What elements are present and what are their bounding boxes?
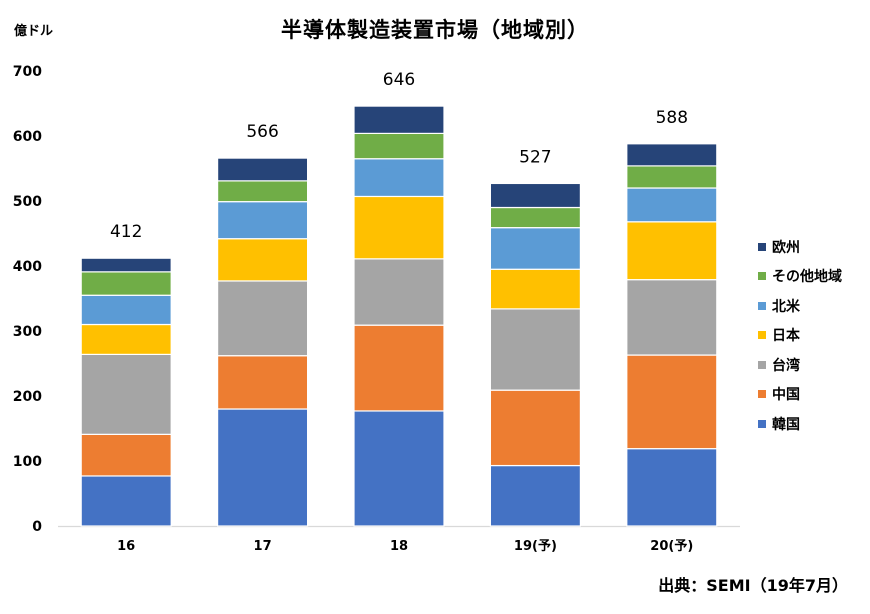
legend-swatch	[758, 390, 766, 399]
legend-label: その他地域	[772, 269, 842, 286]
bar-segment	[80, 475, 172, 527]
legend-item: その他地域	[758, 262, 842, 292]
bar-segment	[489, 308, 581, 391]
bar-segment	[353, 324, 445, 412]
bar-segment	[489, 206, 581, 229]
y-tick-label: 500	[13, 194, 42, 210]
legend-item: 日本	[758, 321, 842, 351]
legend-swatch	[758, 419, 766, 428]
total-label: 566	[246, 122, 278, 142]
y-tick-label: 400	[13, 259, 42, 275]
legend-item: 北米	[758, 291, 842, 321]
bar-segment	[353, 158, 445, 198]
bar-segment	[353, 410, 445, 527]
bar-segment	[489, 389, 581, 467]
x-tick-label: 20(予)	[650, 539, 693, 554]
source-note: 出典：SEMI（19年7月）	[658, 576, 848, 595]
x-tick-label: 18	[390, 539, 408, 554]
bar-segment	[80, 353, 172, 435]
bar-segment	[217, 238, 309, 282]
bar-segment	[489, 227, 581, 270]
legend-item: 韓国	[758, 409, 842, 439]
total-label: 412	[110, 222, 142, 242]
bar-segment	[217, 201, 309, 240]
bar-segment	[626, 279, 718, 356]
total-label: 646	[383, 70, 415, 90]
bar-segment	[626, 143, 718, 167]
bar-segment	[217, 408, 309, 527]
bar-segment	[80, 257, 172, 273]
bar-segment	[80, 271, 172, 296]
legend-item: 中国	[758, 380, 842, 410]
bar-segment	[489, 182, 581, 209]
y-tick-label: 600	[13, 129, 42, 145]
bar-segment	[80, 433, 172, 477]
bar-segment	[217, 157, 309, 182]
bar-segment	[217, 280, 309, 357]
y-tick-label: 0	[32, 519, 42, 535]
bar-segment	[489, 268, 581, 310]
legend: 欧州その他地域北米日本台湾中国韓国	[758, 232, 842, 439]
bar-segment	[626, 221, 718, 281]
bar-segment	[217, 180, 309, 203]
legend-label: 中国	[772, 387, 800, 404]
bar-segment	[353, 132, 445, 160]
total-label: 527	[519, 147, 551, 167]
legend-label: 日本	[772, 328, 800, 345]
y-axis-unit-label: 億ドル	[14, 24, 54, 39]
chart-title: 半導体製造装置市場（地域別）	[281, 18, 589, 42]
bar-segment	[353, 105, 445, 134]
y-tick-label: 300	[13, 324, 42, 340]
bar-segment	[626, 165, 718, 189]
bar-segment	[80, 294, 172, 326]
legend-item: 欧州	[758, 232, 842, 262]
bar-segment	[626, 448, 718, 527]
legend-label: 台湾	[772, 357, 800, 374]
bar-segment	[217, 355, 309, 410]
x-tick-label: 19(予)	[514, 539, 557, 554]
legend-swatch	[758, 242, 766, 251]
x-tick-label: 16	[117, 539, 135, 554]
legend-swatch	[758, 301, 766, 310]
legend-item: 台湾	[758, 350, 842, 380]
legend-label: 欧州	[772, 239, 800, 256]
bar-segment	[80, 323, 172, 355]
bar-segment	[353, 258, 445, 326]
legend-label: 韓国	[772, 416, 800, 433]
legend-swatch	[758, 360, 766, 369]
legend-label: 北米	[772, 298, 800, 315]
y-tick-label: 700	[13, 64, 42, 80]
bar-segment	[489, 464, 581, 527]
legend-swatch	[758, 331, 766, 340]
x-tick-label: 17	[254, 539, 272, 554]
total-label: 588	[656, 108, 688, 128]
y-tick-label: 200	[13, 389, 42, 405]
bar-segment	[353, 195, 445, 260]
legend-swatch	[758, 272, 766, 281]
bar-segment	[626, 187, 718, 223]
bar-segment	[626, 354, 718, 450]
y-tick-label: 100	[13, 454, 42, 470]
